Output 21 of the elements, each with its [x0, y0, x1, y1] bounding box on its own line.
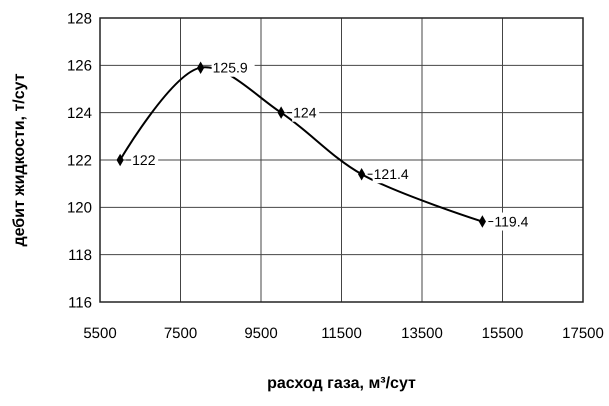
x-tick-label: 11500 — [321, 325, 362, 342]
y-tick-label: 128 — [66, 10, 92, 28]
x-tick-label: 9500 — [244, 325, 278, 342]
y-tick-label: 124 — [66, 104, 92, 122]
y-axis-title: дебит жидкости, т/сут — [11, 73, 28, 247]
y-tick-label: 116 — [68, 294, 92, 312]
y-tick-label: 118 — [68, 246, 92, 264]
data-label: 121.4 — [374, 166, 409, 182]
x-tick-label: 13500 — [401, 325, 443, 342]
data-label: 125.9 — [212, 60, 248, 76]
x-axis-title: расход газа, м³/сут — [267, 375, 416, 392]
y-tick-label: 120 — [66, 200, 92, 217]
data-label: 119.4 — [494, 214, 529, 230]
y-tick-label: 122 — [66, 152, 92, 170]
x-tick-label: 15500 — [482, 325, 524, 342]
data-label: 124 — [293, 104, 317, 121]
x-tick-label: 5500 — [83, 325, 117, 342]
data-label: 122 — [132, 152, 156, 168]
y-tick-label: 126 — [66, 58, 92, 75]
x-tick-label: 7500 — [164, 325, 198, 342]
x-tick-label: 17500 — [562, 325, 604, 342]
